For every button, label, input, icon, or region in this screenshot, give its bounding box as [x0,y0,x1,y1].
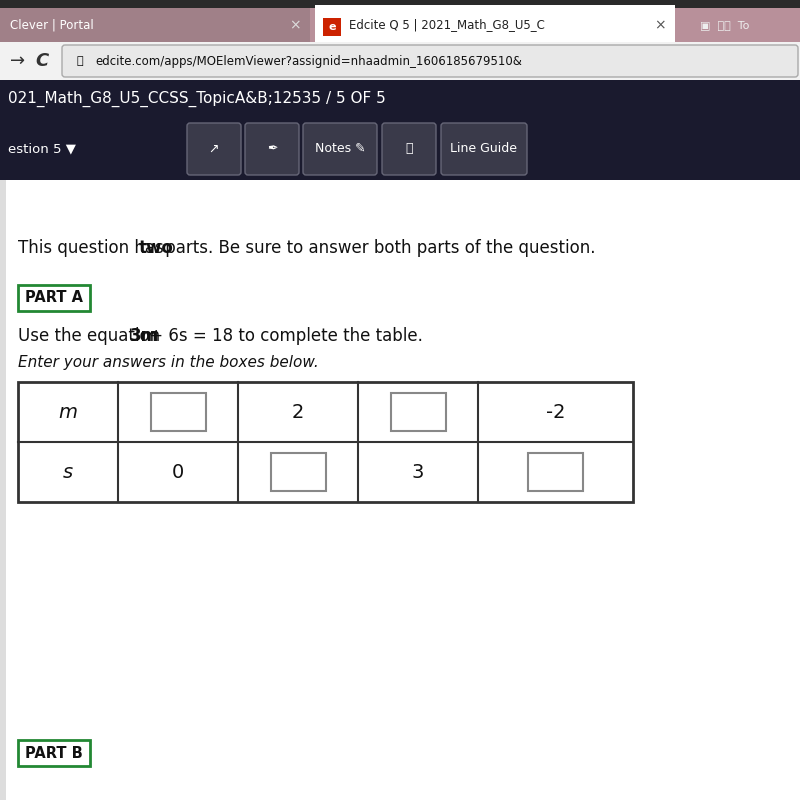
Bar [0,180,800,800]
Text: 3m: 3m [130,327,159,345]
Bar [528,453,583,491]
Bar [323,18,341,36]
Text: 021_Math_G8_U5_CCSS_TopicA&B;12535 / 5 OF 5: 021_Math_G8_U5_CCSS_TopicA&B;12535 / 5 O… [8,91,386,107]
Bar [18,285,90,311]
Text: 2: 2 [292,402,304,422]
Text: PART B: PART B [25,746,83,761]
FancyBboxPatch shape [303,123,377,175]
Bar [315,5,675,42]
Text: ▣  🔥🎭  To: ▣ 🔥🎭 To [700,20,750,30]
Bar [0,180,6,800]
FancyBboxPatch shape [441,123,527,175]
Text: Edcite Q 5 | 2021_Math_G8_U5_C: Edcite Q 5 | 2021_Math_G8_U5_C [349,18,545,31]
Bar [6,180,800,800]
Text: 0: 0 [172,462,184,482]
Text: Enter your answers in the boxes below.: Enter your answers in the boxes below. [18,354,318,370]
Text: two: two [138,239,174,257]
Text: 3: 3 [412,462,424,482]
Text: estion 5 ▼: estion 5 ▼ [8,142,76,155]
Text: C: C [35,52,49,70]
FancyBboxPatch shape [62,45,798,77]
Text: Notes ✎: Notes ✎ [314,142,366,155]
FancyBboxPatch shape [382,123,436,175]
Text: m: m [58,402,78,422]
Bar [0,180,800,800]
Text: e: e [328,22,336,32]
Text: ✒: ✒ [266,142,278,155]
Text: →: → [10,52,26,70]
Text: parts. Be sure to answer both parts of the question.: parts. Be sure to answer both parts of t… [160,239,595,257]
Bar [0,8,800,42]
Text: Clever | Portal: Clever | Portal [10,18,94,31]
Text: -2: -2 [546,402,566,422]
Bar [0,8,310,42]
Text: PART A: PART A [25,290,83,306]
Text: 🗎: 🗎 [77,56,83,66]
Text: Use the equation: Use the equation [18,327,166,345]
FancyBboxPatch shape [187,123,241,175]
Bar [150,393,206,431]
Bar [0,118,800,180]
Text: edcite.com/apps/MOElemViewer?assignid=nhaadmin_1606185679510&: edcite.com/apps/MOElemViewer?assignid=nh… [95,54,522,67]
Text: 🔍: 🔍 [406,142,413,155]
Bar [0,42,800,80]
Text: ×: × [654,18,666,32]
Bar [0,0,800,8]
Bar [390,393,446,431]
Bar [18,382,633,502]
Bar [270,453,326,491]
Text: + 6s = 18 to complete the table.: + 6s = 18 to complete the table. [144,327,423,345]
FancyBboxPatch shape [245,123,299,175]
Text: This question has: This question has [18,239,169,257]
Bar [0,80,800,118]
Text: s: s [63,462,73,482]
Text: Line Guide: Line Guide [450,142,518,155]
Text: ↗: ↗ [209,142,219,155]
Bar [18,740,90,766]
Text: ×: × [289,18,301,32]
